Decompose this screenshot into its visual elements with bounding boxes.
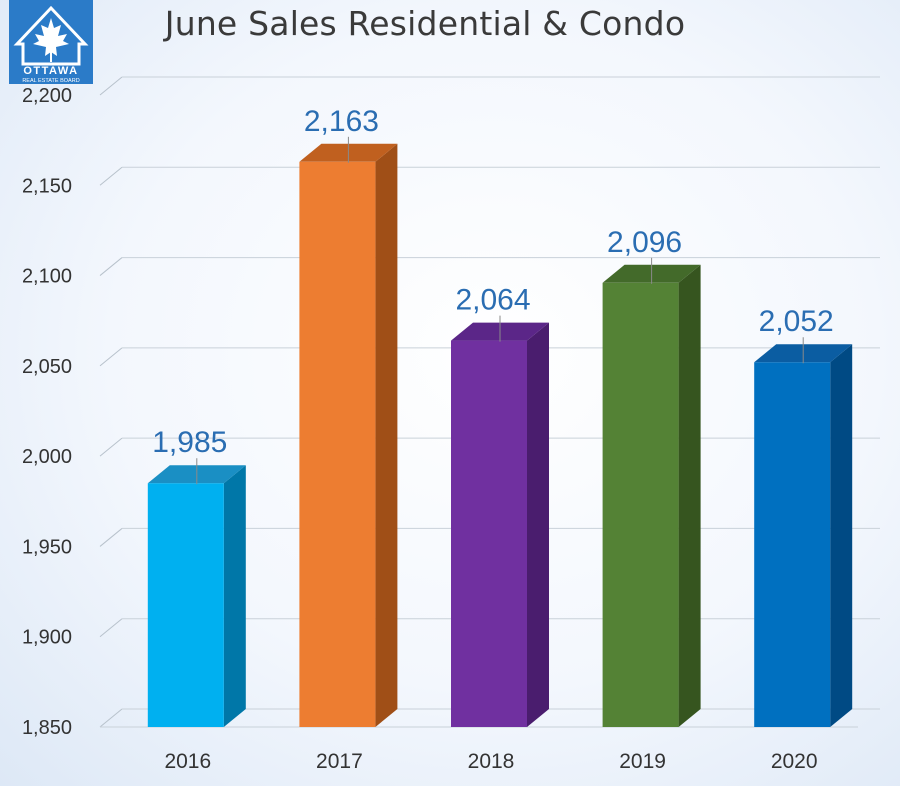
gridline-diagonal: [99, 166, 123, 186]
x-tick-label-2019: 2019: [619, 750, 666, 773]
y-tick-label: 1,900: [22, 627, 72, 649]
chart-title: June Sales Residential & Condo: [164, 4, 686, 43]
data-label-2018: 2,064: [455, 284, 530, 317]
bar-side-2020: [830, 344, 853, 727]
maple-leaf-house-icon: OTTAWA REAL ESTATE BOARD: [13, 5, 89, 84]
gridline-diagonal: [99, 257, 123, 276]
bar-2016: [147, 483, 224, 727]
bar-2018: [451, 340, 527, 727]
data-label-2016: 1,985: [152, 426, 227, 459]
y-tick-label: 2,150: [22, 175, 72, 197]
y-tick-label: 1,950: [22, 536, 72, 558]
bar-2017: [299, 161, 376, 728]
y-tick-label: 2,200: [22, 85, 72, 107]
gridline-diagonal: [99, 618, 123, 638]
x-tick-label-2017: 2017: [316, 750, 363, 773]
gridline-diagonal: [99, 528, 123, 547]
logo-text-sub: REAL ESTATE BOARD: [22, 78, 79, 84]
gridline-diagonal: [99, 708, 123, 728]
x-tick-label-2018: 2018: [468, 750, 515, 773]
ottawa-real-estate-board-logo: OTTAWA REAL ESTATE BOARD: [9, 0, 93, 84]
y-tick-label: 2,100: [22, 266, 72, 288]
y-tick-label: 1,850: [22, 717, 72, 739]
bar-side-2016: [223, 465, 246, 727]
data-label-2020: 2,052: [759, 305, 834, 338]
data-label-2017: 2,163: [304, 105, 379, 138]
bar-side-2019: [678, 264, 701, 727]
data-label-2019: 2,096: [607, 226, 682, 259]
x-tick-label-2020: 2020: [771, 750, 818, 773]
x-tick-label-2016: 2016: [164, 750, 211, 773]
y-tick-label: 2,000: [22, 446, 72, 468]
y-tick-label: 2,050: [22, 356, 72, 378]
gridline-diagonal: [99, 347, 123, 367]
bar-side-2018: [527, 322, 549, 727]
bar-2019: [602, 282, 679, 727]
bar-2020: [754, 362, 831, 727]
logo-text-main: OTTAWA: [23, 65, 78, 77]
gridline-diagonal: [99, 437, 123, 457]
gridline-diagonal: [99, 76, 123, 96]
bar-side-2017: [375, 143, 398, 728]
